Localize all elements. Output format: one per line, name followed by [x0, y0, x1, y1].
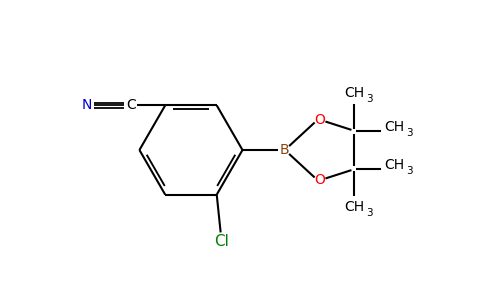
Text: CH: CH: [384, 158, 404, 172]
Text: O: O: [314, 173, 325, 188]
Text: Cl: Cl: [214, 234, 229, 249]
Text: O: O: [314, 112, 325, 127]
Text: 3: 3: [366, 94, 373, 104]
Text: 3: 3: [407, 128, 413, 138]
Text: CH: CH: [344, 86, 364, 100]
Text: N: N: [81, 98, 92, 112]
Text: CH: CH: [344, 200, 364, 214]
Text: C: C: [126, 98, 136, 112]
Text: 3: 3: [366, 208, 373, 218]
Text: CH: CH: [384, 120, 404, 134]
Text: 3: 3: [407, 166, 413, 176]
Text: B: B: [279, 143, 289, 157]
